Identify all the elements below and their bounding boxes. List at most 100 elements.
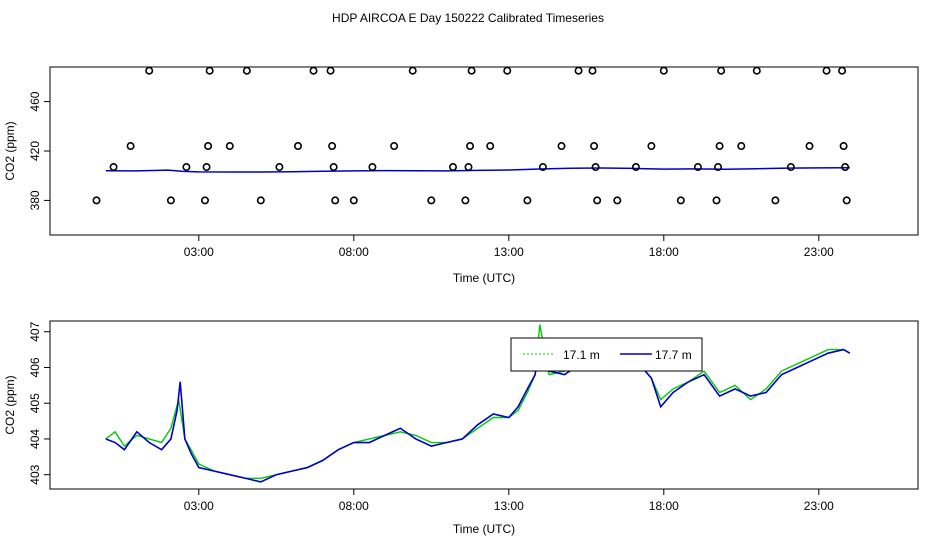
data-point <box>752 66 761 75</box>
data-point <box>256 196 265 205</box>
legend-box <box>510 337 703 372</box>
data-point <box>326 66 335 75</box>
data-point <box>368 163 377 172</box>
x-tick-label: 18:00 <box>649 499 679 513</box>
data-point <box>588 66 597 75</box>
y-tick-label: 403 <box>28 464 42 484</box>
data-point <box>92 196 101 205</box>
y-tick-label: 460 <box>28 91 42 111</box>
plot-frame-bottom <box>49 320 919 490</box>
data-point <box>712 196 721 205</box>
data-point <box>822 66 831 75</box>
marks-top <box>92 66 851 205</box>
data-point <box>486 142 495 151</box>
data-point <box>676 196 685 205</box>
data-point <box>715 142 724 151</box>
y-ticks-bottom: 403 404 405 406 407 <box>28 321 50 485</box>
data-point <box>329 163 338 172</box>
data-point <box>126 142 135 151</box>
data-point <box>448 163 457 172</box>
y-axis-label-top: CO2 (ppm) <box>3 121 17 180</box>
data-point <box>205 66 214 75</box>
data-point <box>202 163 211 172</box>
data-point <box>464 163 473 172</box>
data-point <box>503 66 512 75</box>
data-point <box>408 66 417 75</box>
x-axis-label-bottom: Time (UTC) <box>453 522 515 536</box>
panel-top: 380 420 460 03:00 08:00 13:00 18:00 23:00 Time… <box>3 66 919 285</box>
series-line-co2 <box>105 167 850 173</box>
y-ticks-top: 380 420 460 <box>28 91 50 210</box>
data-point <box>693 163 702 172</box>
data-point <box>593 196 602 205</box>
data-point <box>786 163 795 172</box>
data-point <box>275 163 284 172</box>
y-tick-label: 406 <box>28 357 42 377</box>
y-axis-label-bottom: CO2 (ppm) <box>3 375 17 434</box>
data-point <box>204 142 213 151</box>
data-point <box>201 196 210 205</box>
data-point <box>390 142 399 151</box>
data-point <box>349 196 358 205</box>
data-point <box>838 66 847 75</box>
data-point <box>538 163 547 172</box>
x-tick-label: 08:00 <box>339 499 369 513</box>
chart-title: HDP AIRCOA E Day 150222 Calibrated Times… <box>332 11 604 25</box>
data-point <box>109 163 118 172</box>
y-tick-label: 407 <box>28 321 42 341</box>
x-tick-label: 13:00 <box>494 245 524 259</box>
data-point <box>461 196 470 205</box>
data-point <box>328 142 337 151</box>
data-point <box>591 163 600 172</box>
x-tick-label: 13:00 <box>494 499 524 513</box>
x-axis-label-top: Time (UTC) <box>453 271 515 285</box>
data-point <box>771 196 780 205</box>
x-ticks-bottom: 03:00 08:00 13:00 18:00 23:00 <box>184 489 834 513</box>
data-point <box>737 142 746 151</box>
y-tick-label: 404 <box>28 429 42 449</box>
data-point <box>182 163 191 172</box>
legend-label-17-7m: 17.7 m <box>655 348 692 362</box>
data-point <box>839 142 848 151</box>
y-tick-label: 405 <box>28 393 42 413</box>
data-point <box>467 66 476 75</box>
series-line-17-1-m <box>105 324 851 479</box>
data-point <box>309 66 318 75</box>
x-tick-label: 23:00 <box>804 499 834 513</box>
data-point <box>523 196 532 205</box>
y-tick-label: 380 <box>28 190 42 210</box>
y-tick-label: 420 <box>28 141 42 161</box>
data-point <box>557 142 566 151</box>
marks-bottom <box>105 324 851 483</box>
data-point <box>631 163 640 172</box>
x-tick-label: 08:00 <box>339 245 369 259</box>
legend-label-17-1m: 17.1 m <box>563 348 600 362</box>
x-tick-label: 03:00 <box>184 499 214 513</box>
data-point <box>225 142 234 151</box>
plot-frame-top <box>49 66 919 236</box>
data-point <box>427 196 436 205</box>
data-point <box>805 142 814 151</box>
panel-bottom: 403 404 405 406 407 03:00 08:00 13:00 18:00 23:0… <box>3 320 919 536</box>
data-point <box>659 66 668 75</box>
data-point <box>145 66 154 75</box>
series-line-17-7-m <box>105 338 851 483</box>
x-tick-label: 03:00 <box>184 245 214 259</box>
data-point <box>331 196 340 205</box>
legend: 17.1 m 17.7 m <box>510 337 703 372</box>
data-point <box>166 196 175 205</box>
data-point <box>242 66 251 75</box>
data-point <box>842 196 851 205</box>
data-point <box>613 196 622 205</box>
data-point <box>293 142 302 151</box>
data-point <box>714 163 723 172</box>
data-point <box>466 142 475 151</box>
data-point <box>590 142 599 151</box>
x-tick-label: 23:00 <box>804 245 834 259</box>
data-point <box>574 66 583 75</box>
data-point <box>717 66 726 75</box>
data-point <box>647 142 656 151</box>
data-point <box>841 163 850 172</box>
x-ticks-top: 03:00 08:00 13:00 18:00 23:00 <box>184 235 834 259</box>
